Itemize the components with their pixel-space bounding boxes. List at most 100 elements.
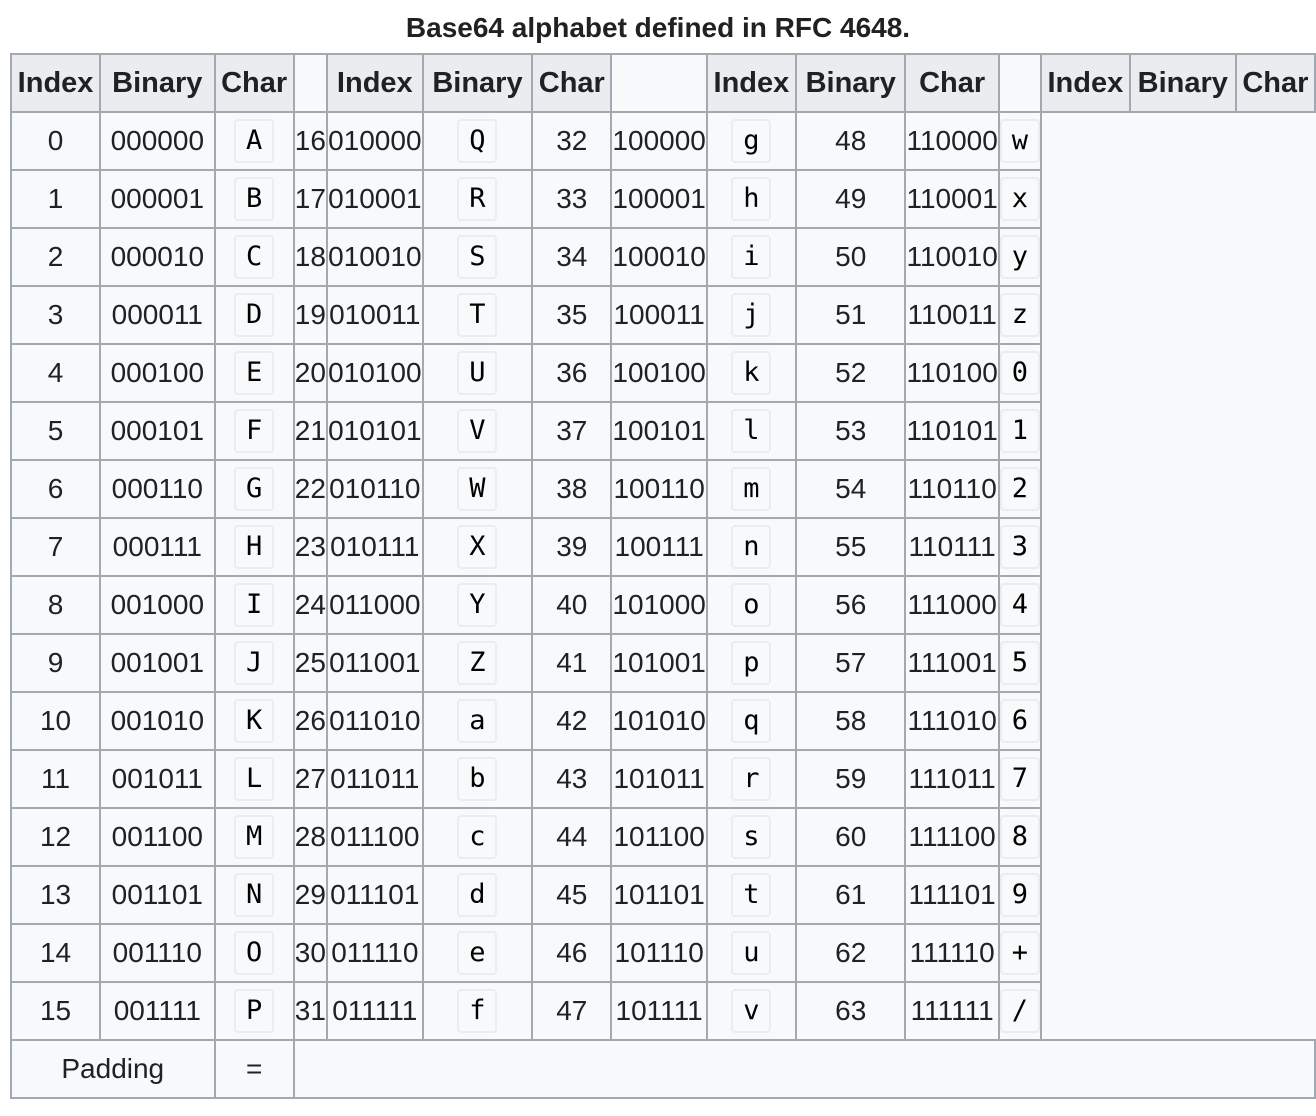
index-cell: 46	[531, 923, 613, 983]
base64-alphabet-table: Index Binary Char Index Binary Char Inde…	[9, 53, 1316, 1099]
index-cell: 19	[292, 285, 328, 345]
char-cell: 1	[997, 401, 1042, 461]
column-header-binary: Binary	[1128, 53, 1237, 113]
padding-empty-cell	[292, 1039, 1316, 1099]
char-code: C	[234, 235, 275, 279]
binary-cell: 100000	[610, 111, 708, 171]
index-cell: 34	[531, 227, 613, 287]
binary-cell: 101011	[610, 749, 708, 809]
table-row: 10 001010 K 26 011010 a 42 101010 q 58 111010 6	[9, 691, 1315, 751]
char-code: h	[731, 177, 772, 221]
column-spacer	[610, 53, 708, 113]
char-code: 1	[999, 409, 1040, 453]
index-cell: 6	[9, 459, 102, 519]
char-cell: X	[421, 517, 534, 577]
char-code: u	[731, 931, 772, 975]
binary-cell: 011111	[325, 981, 424, 1041]
char-code: 5	[999, 641, 1040, 685]
index-cell: 29	[292, 865, 328, 925]
char-code: d	[457, 873, 498, 917]
binary-cell: 011011	[325, 749, 424, 809]
char-cell: 6	[997, 691, 1042, 751]
index-cell: 55	[794, 517, 907, 577]
index-cell: 21	[292, 401, 328, 461]
char-cell: H	[213, 517, 295, 577]
char-cell: 0	[997, 343, 1042, 403]
char-cell: 2	[997, 459, 1042, 519]
char-cell: p	[705, 633, 797, 693]
index-cell: 47	[531, 981, 613, 1041]
char-code: i	[731, 235, 772, 279]
binary-cell: 110011	[904, 285, 1000, 345]
binary-cell: 000101	[99, 401, 216, 461]
index-cell: 37	[531, 401, 613, 461]
binary-cell: 000110	[99, 459, 216, 519]
char-code: T	[457, 293, 498, 337]
binary-cell: 110110	[904, 459, 1000, 519]
char-cell: g	[705, 111, 797, 171]
index-cell: 15	[9, 981, 102, 1041]
index-cell: 60	[794, 807, 907, 867]
char-cell: t	[705, 865, 797, 925]
char-code: 6	[999, 699, 1040, 743]
char-code: A	[234, 119, 275, 163]
char-code: s	[731, 815, 772, 859]
char-code: W	[457, 467, 498, 511]
binary-cell: 110111	[904, 517, 1000, 577]
char-code: q	[731, 699, 772, 743]
char-code: 3	[999, 525, 1040, 569]
char-code: /	[999, 989, 1040, 1033]
char-code: O	[234, 931, 275, 975]
binary-cell: 000011	[99, 285, 216, 345]
binary-cell: 010011	[325, 285, 424, 345]
binary-cell: 010100	[325, 343, 424, 403]
table-row: 11 001011 L 27 011011 b 43 101011 r 59 111011 7	[9, 749, 1315, 809]
column-header-binary: Binary	[421, 53, 534, 113]
binary-cell: 101101	[610, 865, 708, 925]
char-code: 2	[999, 467, 1040, 511]
char-code: n	[731, 525, 772, 569]
index-cell: 35	[531, 285, 613, 345]
column-header-index: Index	[9, 53, 102, 113]
column-header-index: Index	[325, 53, 424, 113]
binary-cell: 010001	[325, 169, 424, 229]
char-code: j	[731, 293, 772, 337]
column-header-char: Char	[1234, 53, 1316, 113]
binary-cell: 001010	[99, 691, 216, 751]
index-cell: 11	[9, 749, 102, 809]
binary-cell: 100100	[610, 343, 708, 403]
binary-cell: 110100	[904, 343, 1000, 403]
binary-cell: 010101	[325, 401, 424, 461]
binary-cell: 111010	[904, 691, 1000, 751]
binary-cell: 100110	[610, 459, 708, 519]
index-cell: 13	[9, 865, 102, 925]
char-cell: C	[213, 227, 295, 287]
index-cell: 22	[292, 459, 328, 519]
table-row: 0 000000 A 16 010000 Q 32 100000 g 48 110000 w	[9, 111, 1315, 171]
char-code: w	[999, 119, 1040, 163]
index-cell: 54	[794, 459, 907, 519]
char-cell: B	[213, 169, 295, 229]
char-cell: T	[421, 285, 534, 345]
index-cell: 2	[9, 227, 102, 287]
char-code: L	[234, 757, 275, 801]
index-cell: 1	[9, 169, 102, 229]
char-code: e	[457, 931, 498, 975]
char-cell: j	[705, 285, 797, 345]
binary-cell: 100001	[610, 169, 708, 229]
index-cell: 39	[531, 517, 613, 577]
index-cell: 24	[292, 575, 328, 635]
char-cell: h	[705, 169, 797, 229]
padding-row: Padding =	[10, 1039, 1316, 1099]
char-code: V	[457, 409, 498, 453]
char-code: z	[999, 293, 1040, 337]
char-code: k	[731, 351, 772, 395]
char-code: E	[234, 351, 275, 395]
index-cell: 48	[794, 111, 907, 171]
table-row: 9 001001 J 25 011001 Z 41 101001 p 57 111001 5	[9, 633, 1315, 693]
char-code: 8	[999, 815, 1040, 859]
char-code: Z	[457, 641, 498, 685]
index-cell: 14	[9, 923, 102, 983]
char-code: a	[457, 699, 498, 743]
char-cell: 4	[997, 575, 1042, 635]
